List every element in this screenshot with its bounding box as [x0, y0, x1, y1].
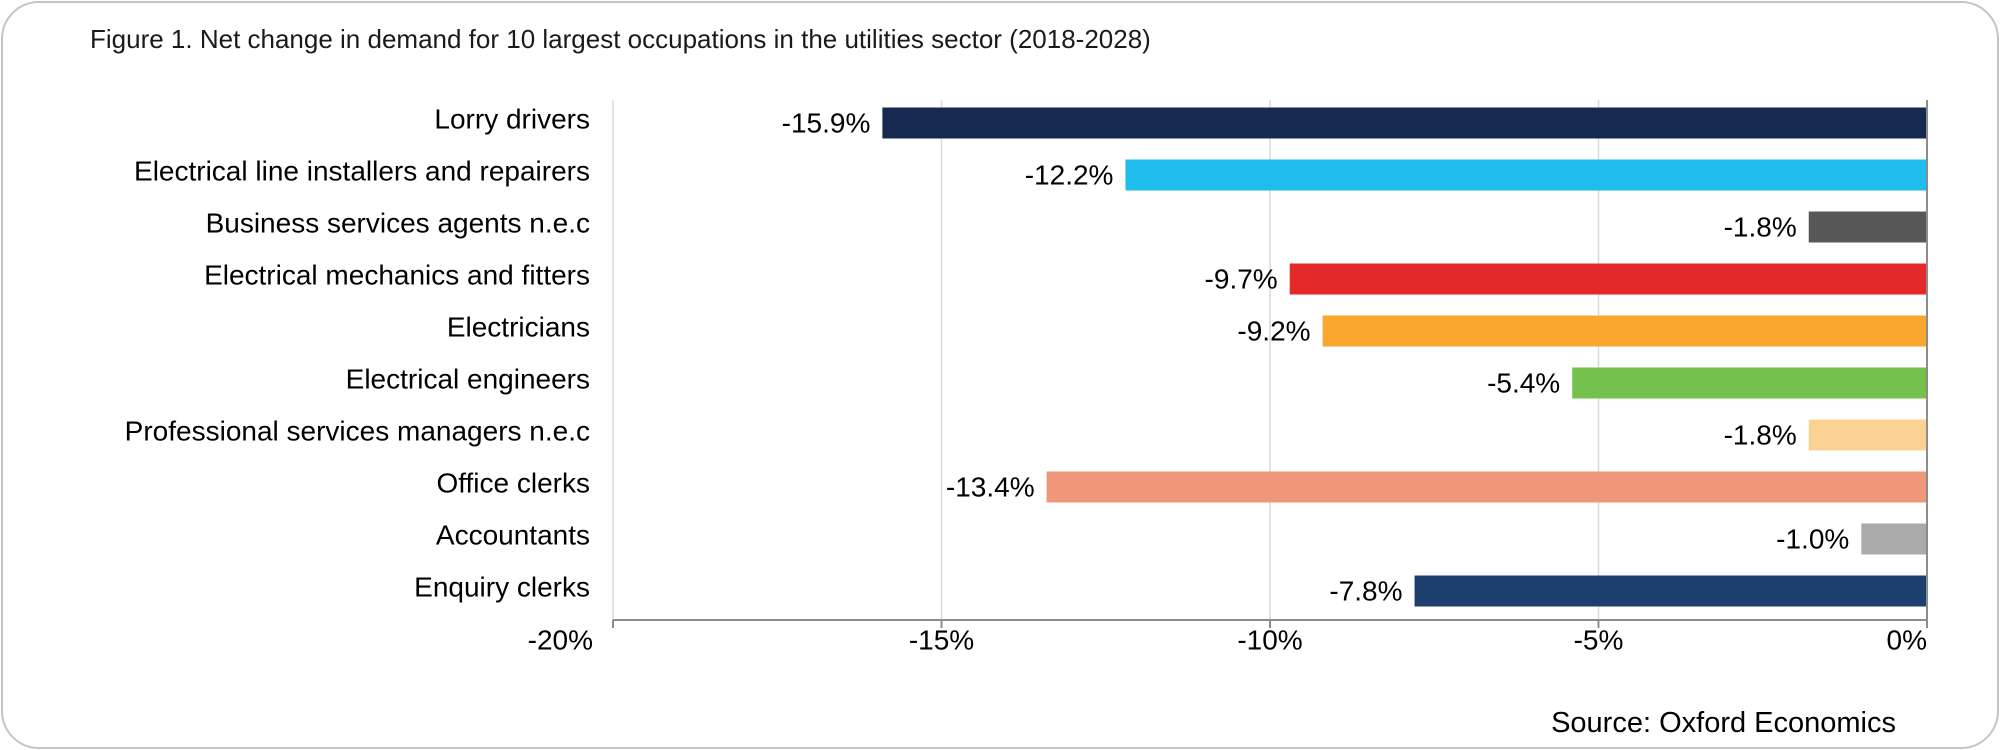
bar	[1414, 575, 1927, 607]
x-tick-label: -15%	[909, 624, 974, 655]
source-note: Source: Oxford Economics	[1551, 707, 1896, 739]
category-label: Office clerks	[436, 467, 590, 498]
figure-title: Figure 1. Net change in demand for 10 la…	[90, 24, 1151, 54]
category-label: Electricians	[447, 311, 590, 342]
data-label: -9.2%	[1237, 315, 1310, 346]
data-label: -15.9%	[782, 107, 871, 138]
category-label: Electrical engineers	[346, 363, 590, 394]
x-tick-label: -5%	[1574, 624, 1624, 655]
data-label: -5.4%	[1487, 367, 1560, 398]
x-tick-label: -10%	[1237, 624, 1302, 655]
bar	[1808, 211, 1927, 243]
category-label: Electrical line installers and repairers	[134, 155, 590, 186]
data-label: -7.8%	[1329, 575, 1402, 606]
bar	[1322, 315, 1927, 347]
category-label: Professional services managers n.e.c	[125, 415, 590, 446]
x-tick-label: -20%	[528, 624, 593, 655]
bar	[1289, 263, 1927, 295]
bar	[1861, 523, 1927, 555]
data-label: -13.4%	[946, 471, 1035, 502]
bar	[1046, 471, 1927, 503]
bar	[1572, 367, 1927, 399]
bars	[882, 107, 1927, 607]
bar	[1125, 159, 1927, 191]
data-label: -9.7%	[1205, 263, 1278, 294]
data-label: -12.2%	[1025, 159, 1114, 190]
data-label: -1.8%	[1724, 419, 1797, 450]
data-label: -1.0%	[1776, 523, 1849, 554]
x-tick-label: 0%	[1887, 624, 1927, 655]
category-label: Electrical mechanics and fitters	[204, 259, 590, 290]
bar	[882, 107, 1927, 139]
category-label: Accountants	[436, 519, 590, 550]
category-label: Lorry drivers	[434, 103, 590, 134]
data-label: -1.8%	[1724, 211, 1797, 242]
bar	[1808, 419, 1927, 451]
category-label: Enquiry clerks	[414, 571, 590, 602]
category-label: Business services agents n.e.c	[206, 207, 590, 238]
x-axis: -20% -15% -10% -5% 0%	[528, 100, 1928, 655]
labels: Lorry drivers -15.9% Electrical line insta…	[125, 103, 1850, 606]
